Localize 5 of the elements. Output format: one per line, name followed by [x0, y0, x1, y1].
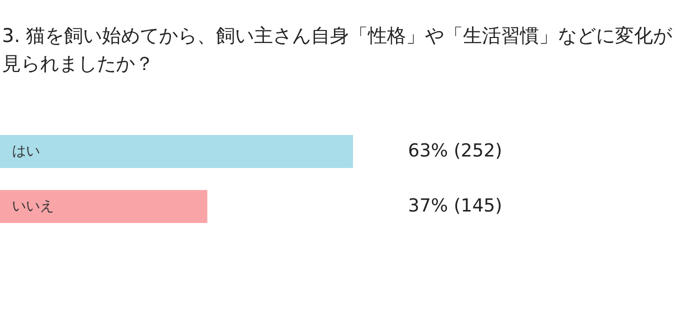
y-tick-label: いいえ: [12, 198, 54, 214]
data-label: 37% (145): [408, 196, 502, 216]
y-tick-label: はい: [12, 144, 40, 160]
data-label: 63% (252): [408, 140, 502, 162]
chart-title: 3. 猫を飼い始めてから、飼い主さん自身「性格」や「生活習慣」などに変化が見られましたか？: [2, 22, 682, 85]
